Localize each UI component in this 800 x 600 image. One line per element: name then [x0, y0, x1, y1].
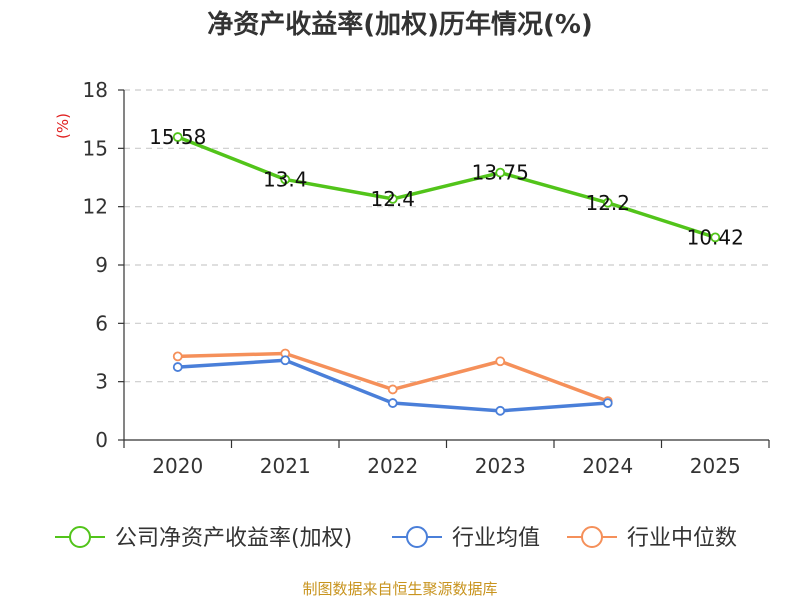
data-point	[172, 132, 183, 142]
series-line	[177, 135, 716, 240]
legend-label: 行业中位数	[627, 526, 737, 551]
legend-label: 公司净资产收益率(加权)	[115, 526, 352, 551]
legend: 公司净资产收益率(加权) 行业均值 行业中位数	[55, 526, 737, 551]
y-axis-unit-label: (%)	[54, 113, 72, 139]
y-tick-label: 0	[95, 428, 108, 452]
y-tick-label: 15	[83, 136, 108, 160]
data-labels: 15.58 13.4 12.4 13.75 12.2 10.42	[149, 125, 744, 249]
data-point	[280, 174, 291, 185]
x-tick-label: 2024	[582, 454, 633, 478]
y-tick-label: 6	[95, 311, 108, 335]
data-point	[602, 398, 613, 408]
data-point	[387, 398, 398, 408]
data-point	[495, 405, 506, 416]
legend-marker	[581, 526, 603, 548]
series-lines	[172, 132, 721, 416]
data-source-note: 制图数据来自恒生聚源数据库	[302, 580, 498, 598]
x-tick-label: 2021	[260, 454, 311, 478]
axes: 0 3 6 9 12 15 18 2020 2021 2022 2023 2024 2025	[83, 78, 770, 478]
data-point	[172, 362, 183, 372]
data-point	[387, 193, 398, 204]
grid-lines	[124, 89, 769, 383]
data-point	[387, 384, 398, 395]
x-tick-label: 2022	[367, 454, 418, 478]
data-point	[710, 232, 721, 243]
data-point	[495, 356, 506, 367]
y-tick-label: 9	[95, 253, 108, 277]
legend-label: 行业均值	[452, 526, 540, 551]
y-tick-label: 12	[83, 195, 108, 219]
data-label: 13.4	[263, 167, 308, 191]
data-label: 12.4	[370, 187, 415, 211]
data-label: 12.2	[585, 191, 630, 215]
data-point	[602, 197, 613, 208]
x-tick-label: 2025	[690, 454, 741, 478]
data-label: 13.75	[472, 161, 529, 185]
y-tick-label: 3	[95, 370, 108, 394]
data-point	[280, 355, 291, 366]
y-tick-label: 18	[83, 78, 108, 102]
legend-marker	[406, 526, 428, 548]
data-label: 10.42	[687, 225, 744, 249]
chart-title: 净资产收益率(加权)历年情况(%)	[207, 10, 593, 40]
data-label: 15.58	[149, 125, 206, 149]
x-tick-label: 2023	[475, 454, 526, 478]
x-tick-label: 2020	[152, 454, 203, 478]
legend-marker	[69, 526, 91, 548]
data-point	[172, 351, 183, 362]
data-point	[495, 167, 506, 178]
